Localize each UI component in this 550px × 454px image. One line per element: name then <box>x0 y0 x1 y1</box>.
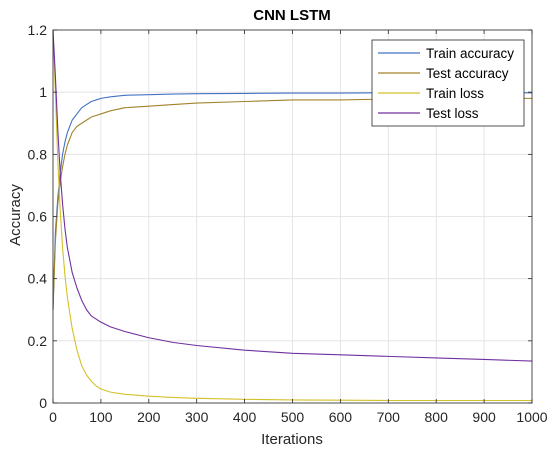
x-tick-label: 1000 <box>516 409 547 425</box>
legend-label-test-accuracy: Test accuracy <box>426 66 509 81</box>
y-tick-labels: 0 0.2 0.4 0.6 0.8 1 1.2 <box>28 22 48 411</box>
series-line-train-accuracy <box>52 92 532 310</box>
y-tick-label: 0.8 <box>28 146 48 162</box>
chart-title: CNN LSTM <box>253 7 331 24</box>
series-line-test-accuracy <box>52 97 532 310</box>
legend-box <box>371 39 525 127</box>
series-layer <box>52 29 533 402</box>
x-tick-label: 100 <box>89 409 113 425</box>
series-line-test-loss <box>52 29 533 362</box>
y-tick-label: 0 <box>39 395 47 411</box>
x-tick-label: 600 <box>329 409 353 425</box>
x-tick-label: 300 <box>185 409 209 425</box>
y-tick-label: 0.4 <box>28 271 48 287</box>
x-tick-label: 0 <box>49 409 57 425</box>
legend-label-test-loss: Test loss <box>426 106 479 121</box>
x-tick-label: 500 <box>281 409 305 425</box>
legend-label-train-accuracy: Train accuracy <box>426 46 514 61</box>
x-tick-label: 700 <box>377 409 401 425</box>
y-tick-label: 0.6 <box>28 209 48 225</box>
series-line-train-loss <box>52 29 532 402</box>
ticks <box>52 29 533 404</box>
y-axis-label: Accuracy <box>7 184 24 246</box>
x-axis-label: Iterations <box>261 431 323 448</box>
legend: Train accuracy Test accuracy Train loss Tes… <box>371 39 525 127</box>
x-tick-label: 400 <box>233 409 257 425</box>
x-tick-label: 200 <box>137 409 161 425</box>
y-tick-label: 1.2 <box>28 22 48 38</box>
x-tick-label: 800 <box>425 409 449 425</box>
x-tick-label: 900 <box>472 409 496 425</box>
x-tick-labels: 0 100 200 300 400 500 600 700 800 900 1000 <box>49 409 548 425</box>
legend-label-train-loss: Train loss <box>426 86 484 101</box>
y-tick-label: 1 <box>39 84 47 100</box>
y-tick-label: 0.2 <box>28 333 48 349</box>
